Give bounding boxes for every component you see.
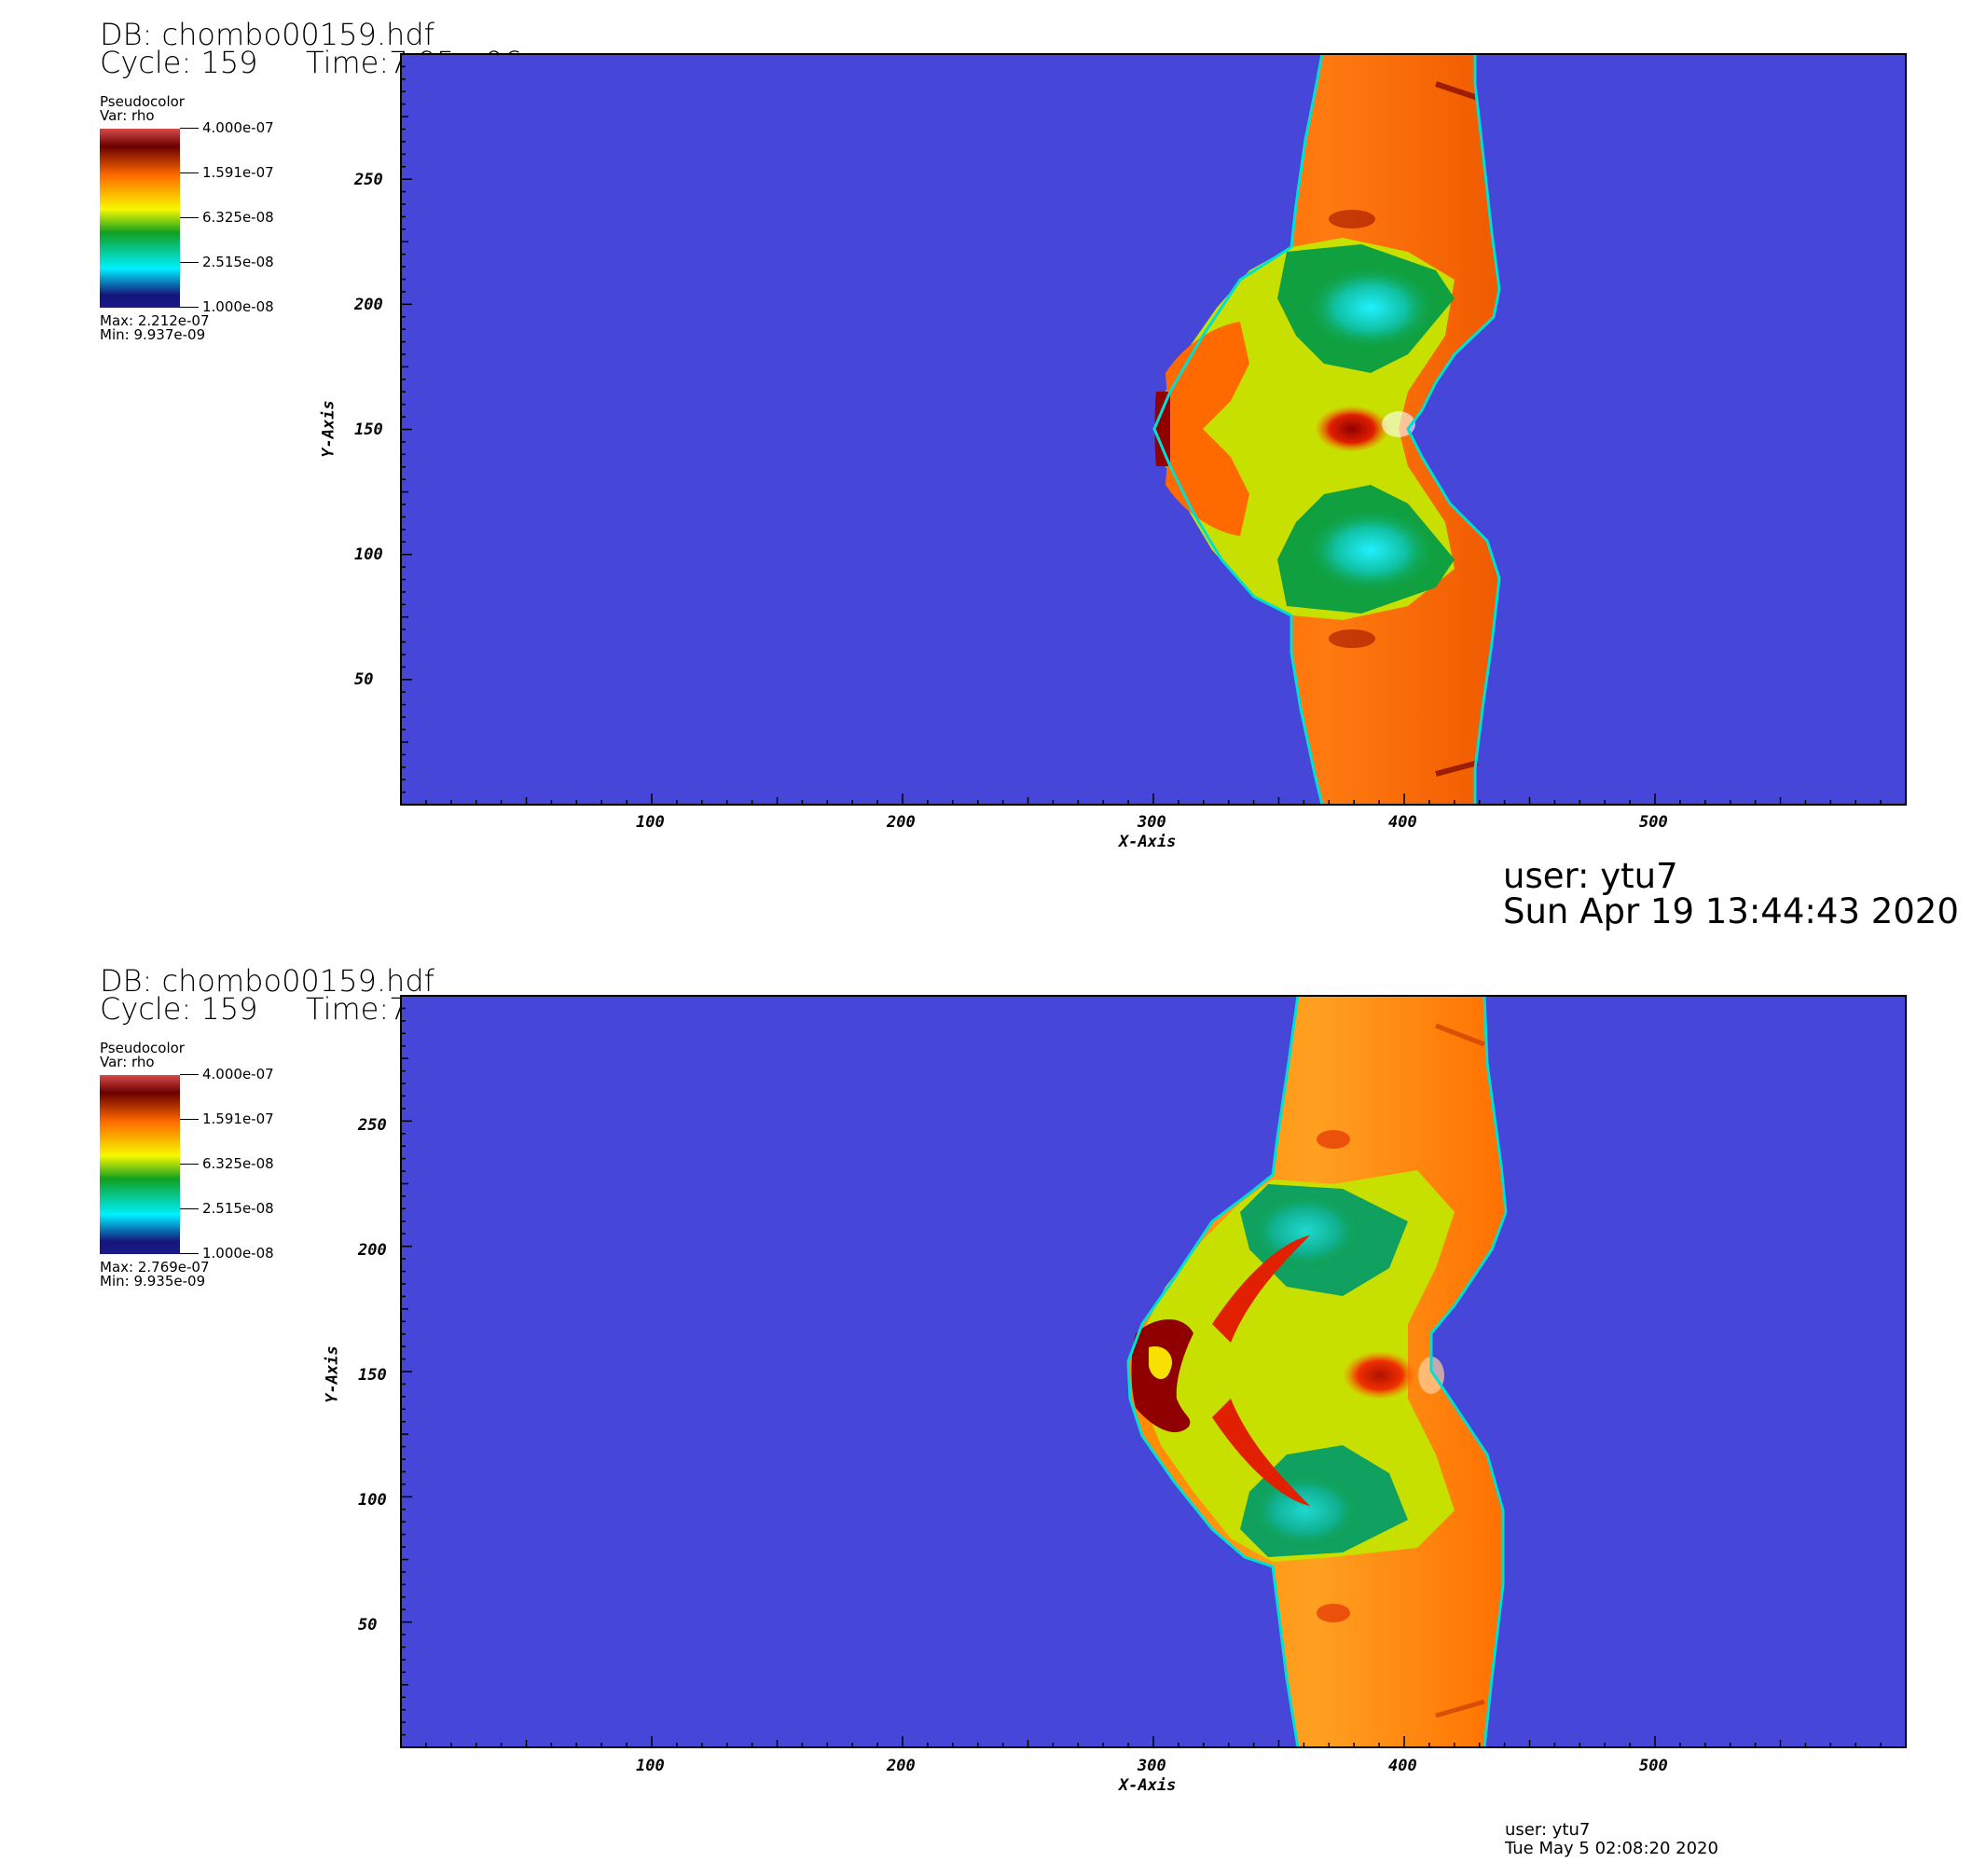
- plot-2-ytick-label-3: 200: [358, 1241, 387, 1260]
- plot-1-ytick-label-2: 150: [354, 421, 383, 439]
- plot-1-ytick-label-3: 200: [354, 296, 383, 314]
- plot-2-xlabel: X-Axis: [1119, 1776, 1177, 1795]
- legend-min-1: Min: 9.937e-09: [100, 326, 206, 343]
- colorbar-tick-1-1: [180, 172, 199, 173]
- plot-1-xtick-label-4: 500: [1639, 813, 1668, 832]
- plot-2-xtick-label-4: 500: [1639, 1757, 1668, 1775]
- plot-2-ytick-label-0: 50: [358, 1616, 378, 1635]
- colorbar-label-2-3: 2.515e-08: [202, 1200, 274, 1217]
- colorbar-tick-2-1: [180, 1119, 199, 1120]
- plot-1: [400, 53, 1907, 806]
- legend-var-1: Var: rho: [100, 107, 155, 124]
- legend-var-2: Var: rho: [100, 1054, 155, 1070]
- user-label-1: user: ytu7: [1503, 856, 1678, 896]
- legend-max-1: Max: 2.212e-07: [100, 312, 210, 329]
- plot-1-ytick-label-0: 50: [354, 670, 374, 689]
- db-label-2: DB: chombo00159.hdf: [100, 963, 434, 999]
- plot-1-xtick-label-3: 400: [1388, 813, 1417, 832]
- colorbar-label-1-3: 2.515e-08: [202, 254, 274, 270]
- date-label-2: Tue May 5 02:08:20 2020: [1505, 1839, 1718, 1858]
- colorbar-1: [100, 129, 180, 308]
- legend-min-2: Min: 9.935e-09: [100, 1273, 206, 1290]
- legend-plot-type-2: Pseudocolor: [100, 1040, 185, 1056]
- colorbar-2: [100, 1075, 180, 1254]
- db-label-1: DB: chombo00159.hdf: [100, 17, 434, 52]
- plot-2-ytick-label-2: 150: [358, 1366, 387, 1385]
- colorbar-tick-1-2: [180, 217, 199, 218]
- colorbar-label-1-4: 1.000e-08: [202, 298, 274, 315]
- plot-1-xtick-label-1: 200: [887, 813, 916, 832]
- plot-1-ticks: [400, 53, 1907, 806]
- legend-plot-type-1: Pseudocolor: [100, 93, 185, 110]
- plot-2-ticks: [400, 995, 1907, 1748]
- colorbar-tick-2-2: [180, 1164, 199, 1165]
- plot-2-ytick-label-1: 100: [358, 1491, 387, 1510]
- plot-1-xtick-label-2: 300: [1138, 813, 1166, 832]
- plot-1-density-structure: [1152, 53, 1501, 806]
- colorbar-label-1-1: 1.591e-07: [202, 164, 274, 181]
- plot-1-ytick-label-1: 100: [354, 545, 383, 564]
- colorbar-label-2-0: 4.000e-07: [202, 1066, 274, 1083]
- plot-1-xlabel: X-Axis: [1119, 833, 1177, 851]
- plot-2-xtick-label-2: 300: [1138, 1757, 1166, 1775]
- plot-2-xtick-label-3: 400: [1388, 1757, 1417, 1775]
- colorbar-label-1-2: 6.325e-08: [202, 209, 274, 226]
- user-label-2: user: ytu7: [1505, 1820, 1591, 1840]
- colorbar-tick-1-3: [180, 262, 199, 263]
- legend-max-2: Max: 2.769e-07: [100, 1259, 210, 1276]
- colorbar-tick-2-0: [180, 1074, 199, 1075]
- plot-2-xtick-label-1: 200: [887, 1757, 916, 1775]
- plot-1-xtick-label-0: 100: [636, 813, 665, 832]
- colorbar-label-1-0: 4.000e-07: [202, 119, 274, 136]
- plot-2-density-structure: [1126, 995, 1508, 1748]
- plot-1-ytick-label-4: 250: [354, 171, 383, 189]
- plot-2-ylabel: Y-Axis: [323, 1345, 342, 1403]
- plot-2-ytick-label-4: 250: [358, 1116, 387, 1135]
- colorbar-tick-2-3: [180, 1208, 199, 1209]
- cycle-label-2: Cycle: 159: [100, 991, 258, 1027]
- colorbar-tick-2-4: [180, 1253, 199, 1254]
- plot-2-xtick-label-0: 100: [636, 1757, 665, 1775]
- cycle-label-1: Cycle: 159: [100, 45, 258, 80]
- colorbar-label-2-2: 6.325e-08: [202, 1155, 274, 1172]
- colorbar-label-2-1: 1.591e-07: [202, 1110, 274, 1127]
- colorbar-label-2-4: 1.000e-08: [202, 1245, 274, 1262]
- colorbar-tick-1-0: [180, 128, 199, 129]
- date-label-1: Sun Apr 19 13:44:43 2020: [1503, 891, 1959, 931]
- colorbar-tick-1-4: [180, 307, 199, 308]
